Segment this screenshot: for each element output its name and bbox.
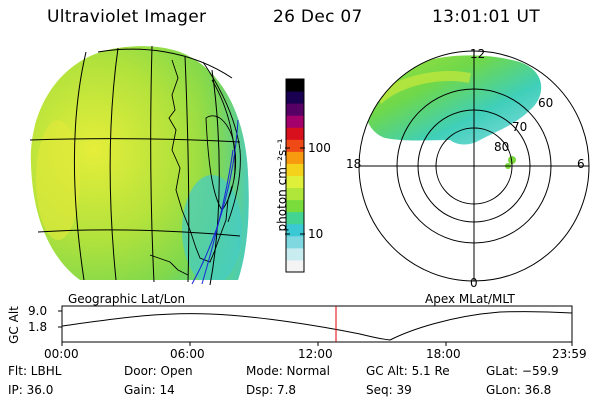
colorbar-segment	[286, 223, 304, 237]
colorbar-unit-label: photon cm⁻²s⁻¹	[275, 138, 289, 232]
altitude-xtick-4: 23:59	[552, 347, 587, 361]
altitude-plot-frame	[61, 305, 573, 343]
status-glon: GLon: 36.8	[486, 383, 552, 397]
altitude-ytick-min: 1.8	[28, 320, 48, 334]
colorbar-segment	[286, 187, 304, 201]
altitude-xtick-3: 18:00	[426, 347, 461, 361]
status-door: Door: Open	[124, 364, 193, 378]
colorbar-segment	[286, 151, 304, 164]
colorbar-tick-100: 100	[308, 141, 331, 155]
terminator-line	[191, 119, 239, 285]
colorbar-segment	[286, 199, 304, 213]
lat-label-70: 70	[512, 120, 528, 134]
time-label: 13:01:01 UT	[432, 7, 540, 27]
status-glat: GLat: −59.9	[486, 364, 559, 378]
colorbar-segment	[286, 175, 304, 189]
colorbar-segment	[286, 235, 304, 249]
mlt-label-18: 18	[346, 157, 362, 171]
mlt-label-6: 6	[577, 157, 585, 171]
colorbar-border	[285, 78, 305, 273]
lat-label-80: 80	[494, 140, 510, 154]
colorbar-segment	[286, 91, 304, 104]
instrument-title: Ultraviolet Imager	[47, 7, 207, 27]
altitude-xtick-0: 00:00	[44, 347, 79, 361]
polar-caption: Apex MLat/MLT	[425, 292, 515, 306]
colorbar-segment	[286, 247, 304, 261]
status-flt: Flt: LBHL	[8, 364, 62, 378]
status-dsp: Dsp: 7.8	[246, 383, 297, 397]
colorbar-segment	[286, 103, 304, 116]
mlt-label-0: 0	[470, 276, 478, 290]
status-gc-alt: GC Alt: 5.1 Re	[366, 364, 450, 378]
colorbar-tick-10: 10	[308, 227, 324, 241]
colorbar-segment	[286, 163, 304, 176]
status-seq: Seq: 39	[366, 383, 412, 397]
colorbar-segment	[286, 259, 304, 273]
coastline	[149, 59, 241, 276]
colorbar-segment	[286, 211, 304, 225]
altitude-xtick-1: 06:00	[170, 347, 205, 361]
altitude-ylabel: GC Alt	[7, 306, 21, 344]
mlt-label-12: 12	[470, 47, 486, 61]
status-ip: IP: 36.0	[8, 383, 54, 397]
altitude-ytick-max: 9.0	[28, 304, 48, 318]
map-caption: Geographic Lat/Lon	[68, 292, 186, 306]
lat-label-60: 60	[538, 96, 554, 110]
earth-image	[30, 46, 249, 281]
date-label: 26 Dec 07	[273, 7, 363, 27]
altitude-curve	[61, 311, 573, 341]
status-mode: Mode: Normal	[246, 364, 330, 378]
colorbar-segment	[286, 79, 304, 92]
colorbar	[285, 78, 305, 273]
altitude-ticks	[58, 310, 573, 346]
altitude-xtick-2: 12:00	[298, 347, 333, 361]
colorbar-segment	[286, 115, 304, 128]
status-gain: Gain: 14	[124, 383, 175, 397]
map-grid	[29, 45, 241, 286]
colorbar-segment	[286, 139, 304, 152]
polar-grid	[358, 50, 590, 282]
colorbar-segment	[286, 127, 304, 140]
